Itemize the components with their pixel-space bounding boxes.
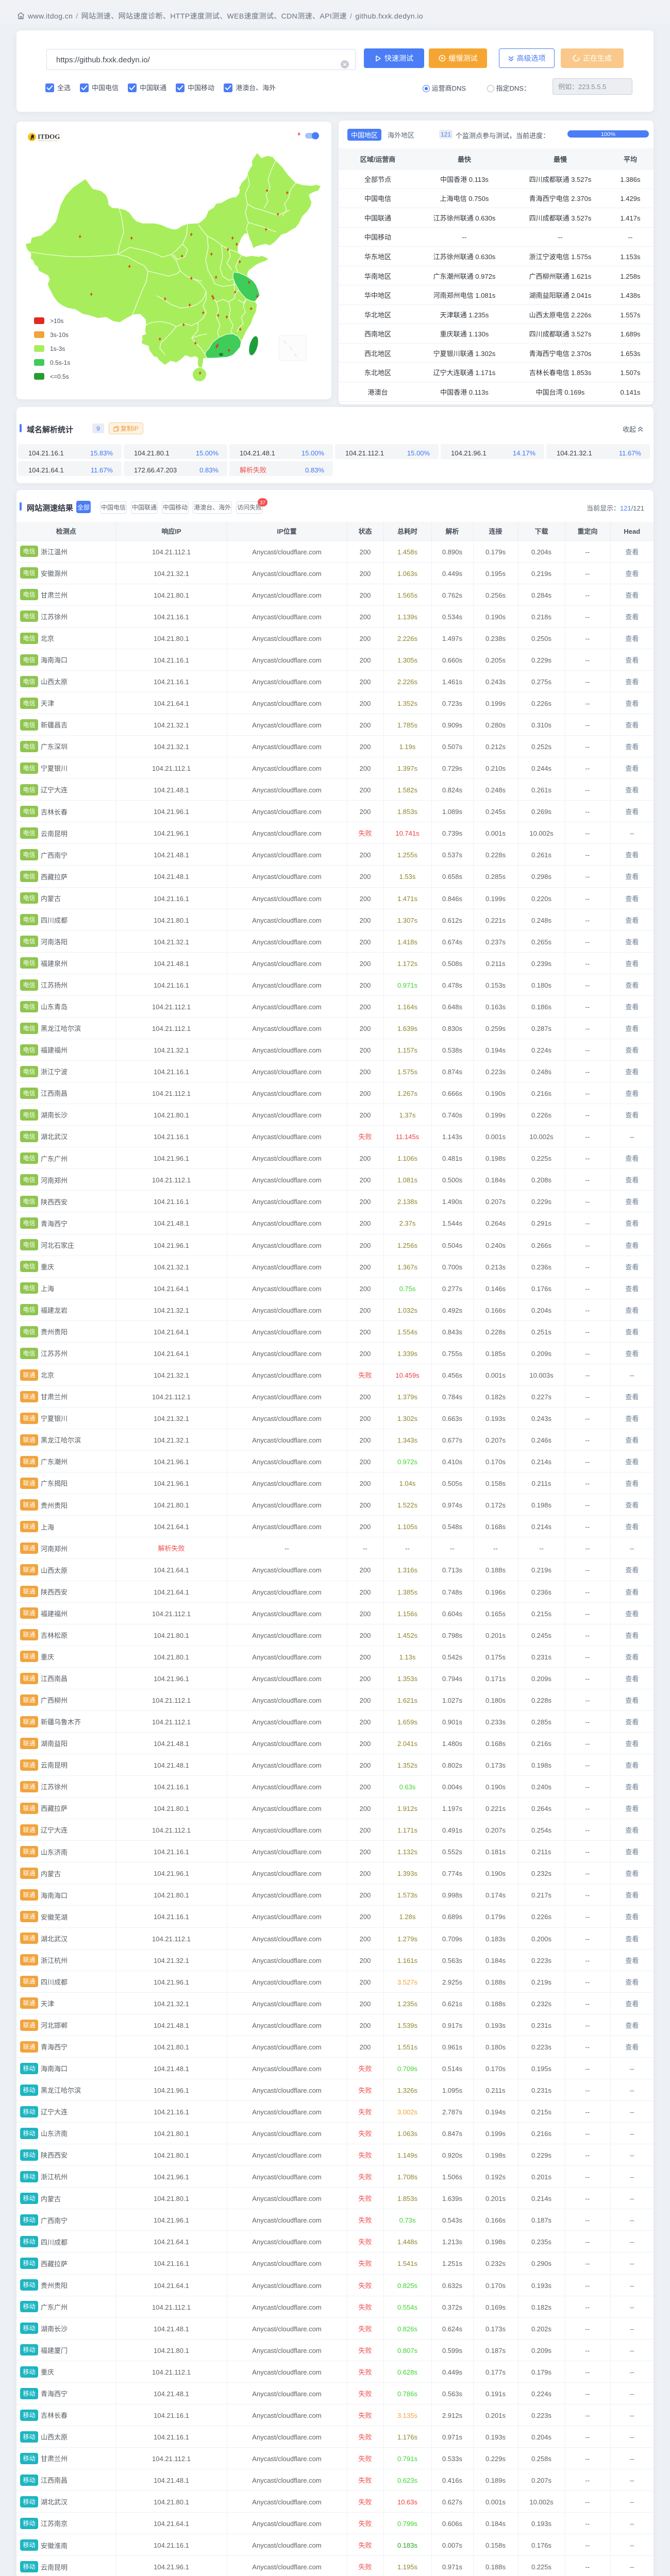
svg-text:ITDOG: ITDOG: [38, 133, 60, 141]
svg-text:WWW.ITDOG.CN: WWW.ITDOG.CN: [38, 140, 57, 142]
